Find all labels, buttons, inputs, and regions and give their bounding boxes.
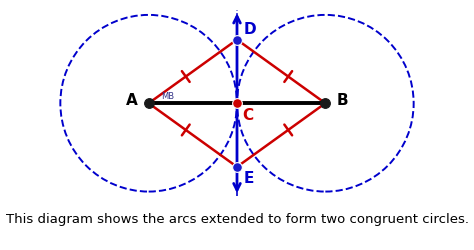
Text: E: E [244,171,255,186]
Text: A: A [126,93,137,108]
Text: MB: MB [161,91,174,100]
Text: B: B [337,93,348,108]
Text: D: D [244,22,257,37]
Text: C: C [242,107,254,122]
Text: This diagram shows the arcs extended to form two congruent circles.: This diagram shows the arcs extended to … [6,212,468,226]
